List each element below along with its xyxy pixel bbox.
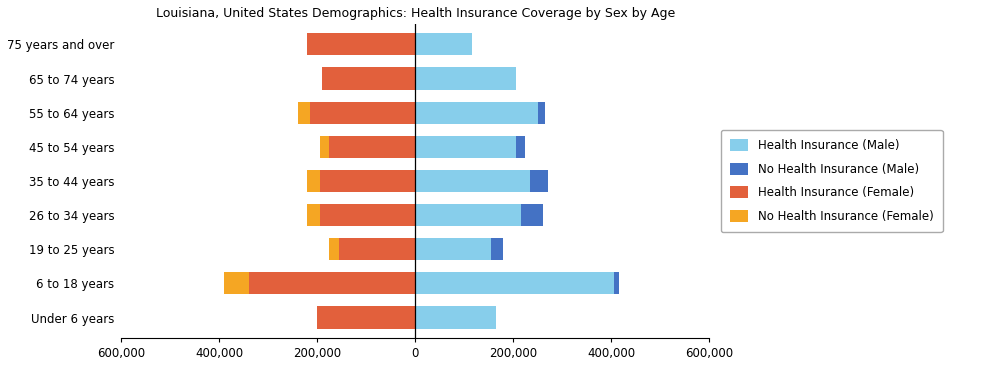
Bar bbox=[297, 102, 310, 124]
Bar bbox=[416, 204, 520, 226]
Bar bbox=[330, 238, 339, 260]
Bar bbox=[317, 306, 416, 328]
Bar bbox=[416, 306, 496, 328]
Bar bbox=[538, 102, 545, 124]
Bar bbox=[492, 238, 503, 260]
Bar bbox=[330, 136, 416, 158]
Bar bbox=[416, 136, 516, 158]
Legend: Health Insurance (Male), No Health Insurance (Male), Health Insurance (Female), : Health Insurance (Male), No Health Insur… bbox=[721, 130, 943, 232]
Bar bbox=[307, 170, 320, 192]
Bar bbox=[530, 170, 548, 192]
Bar bbox=[416, 102, 538, 124]
Bar bbox=[307, 204, 320, 226]
Bar bbox=[516, 136, 525, 158]
Bar bbox=[307, 33, 416, 55]
Bar bbox=[320, 170, 416, 192]
Bar bbox=[248, 272, 416, 294]
Title: Louisiana, United States Demographics: Health Insurance Coverage by Sex by Age: Louisiana, United States Demographics: H… bbox=[156, 7, 675, 20]
Bar bbox=[320, 204, 416, 226]
Bar bbox=[614, 272, 619, 294]
Bar bbox=[416, 238, 492, 260]
Bar bbox=[416, 272, 614, 294]
Bar bbox=[416, 68, 516, 90]
Bar bbox=[225, 272, 248, 294]
Bar bbox=[520, 204, 543, 226]
Bar bbox=[310, 102, 416, 124]
Bar bbox=[339, 238, 416, 260]
Bar bbox=[416, 170, 530, 192]
Bar bbox=[322, 68, 416, 90]
Bar bbox=[320, 136, 330, 158]
Bar bbox=[416, 33, 472, 55]
